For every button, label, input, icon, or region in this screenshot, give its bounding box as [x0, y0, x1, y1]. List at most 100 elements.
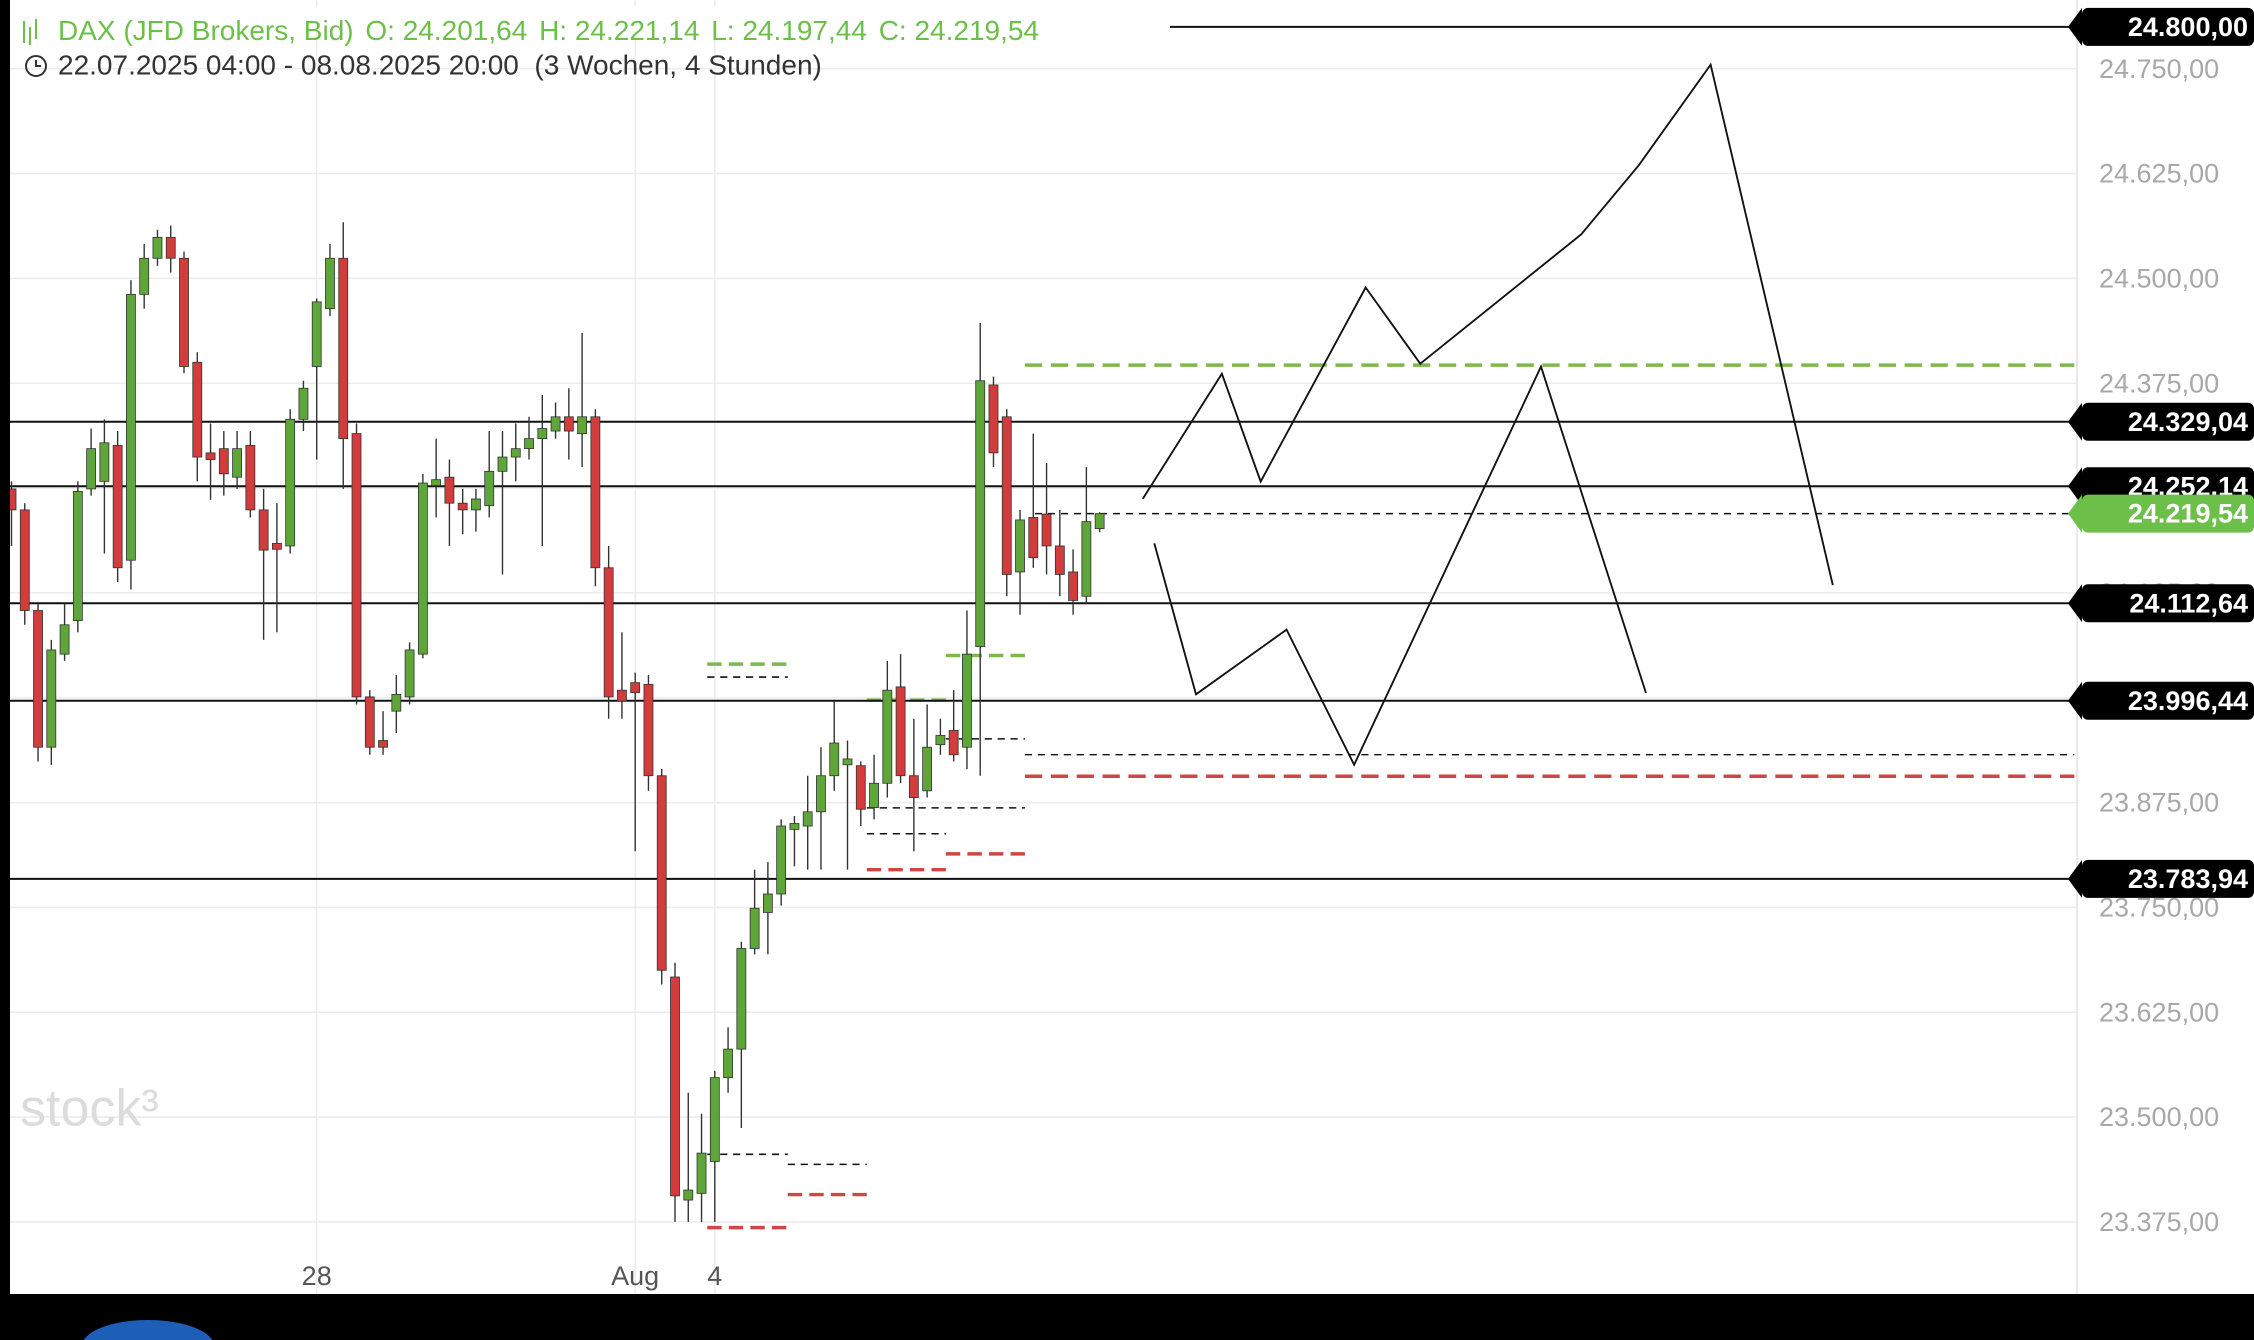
candle-body: [842, 758, 853, 766]
candle-body: [165, 236, 176, 259]
candle-body: [232, 448, 242, 478]
candle-layer: [6, 222, 1105, 1222]
x-tick-label: Aug: [611, 1261, 659, 1291]
candle-body: [816, 775, 826, 813]
candle-body: [1028, 517, 1039, 559]
y-tick-label: 23.875,00: [2099, 788, 2219, 818]
candle-body: [471, 498, 481, 511]
ohlc-label: O: 24.201,64: [365, 15, 527, 46]
candle-body: [908, 775, 919, 798]
candle-body: [497, 456, 508, 472]
price-tag-label: 24.219,54: [2128, 499, 2248, 529]
candle-body: [378, 740, 388, 748]
candle-body: [99, 442, 110, 482]
tag-layer: 24.800,0024.329,0424.252,1424.112,6423.9…: [2068, 7, 2254, 898]
drawn-path: [1153, 364, 1647, 767]
candle-body: [86, 448, 97, 490]
candle-body: [285, 418, 296, 547]
candle-body: [245, 444, 256, 511]
candle-body: [922, 746, 933, 792]
candle-body: [1068, 571, 1078, 601]
candle-body: [776, 825, 787, 895]
candle-body: [696, 1152, 707, 1194]
candle-body: [338, 257, 349, 440]
candle-body: [603, 567, 614, 698]
candle-body: [1054, 545, 1065, 575]
candle-body: [935, 735, 946, 746]
left-border: [0, 0, 10, 1340]
candle-body: [749, 907, 760, 949]
candle-body: [218, 448, 229, 475]
candle-body: [258, 509, 269, 551]
price-tag-arrow: [2068, 859, 2082, 898]
candle-body: [19, 509, 30, 611]
x-tick-label: 4: [707, 1261, 722, 1291]
price-tag: [2082, 681, 2254, 720]
candle-body: [882, 689, 893, 784]
price-tag-arrow: [2068, 467, 2082, 506]
candle-body: [962, 653, 972, 748]
ohlc-label: C: 24.219,54: [879, 15, 1039, 46]
app-button[interactable]: [82, 1320, 214, 1340]
price-tag-label: 24.112,64: [2129, 588, 2248, 618]
y-tick-label: 24.375,00: [2099, 368, 2219, 398]
candle-body: [484, 470, 495, 507]
candle-body: [152, 236, 163, 259]
candle-body: [33, 610, 43, 748]
candle-body: [563, 416, 574, 432]
candle-body: [617, 689, 627, 702]
chart-icon: [23, 19, 37, 45]
candle-body: [72, 491, 83, 621]
candle-body: [298, 387, 309, 420]
candle-body: [709, 1077, 720, 1162]
candle-body: [643, 683, 654, 777]
candle-body: [736, 948, 747, 1050]
candle-body: [46, 649, 57, 748]
candle-body: [630, 682, 641, 694]
candle-body: [1041, 513, 1052, 547]
price-tag: [2082, 584, 2254, 623]
candle-body: [431, 479, 442, 486]
candle-body: [975, 380, 986, 647]
chart-title: DAX (JFD Brokers, Bid): [58, 15, 354, 46]
candle-body: [1081, 521, 1092, 597]
price-tag: [2082, 494, 2254, 533]
candle-body: [656, 775, 667, 971]
candle-body: [670, 976, 680, 1197]
candle-body: [192, 361, 203, 458]
candle-body: [179, 257, 189, 367]
watermark: stock³: [20, 1080, 159, 1138]
candle-body: [457, 502, 468, 511]
candle-body: [1015, 519, 1025, 573]
candle-body: [112, 444, 123, 569]
candle-body: [311, 301, 322, 367]
candle-body: [59, 624, 70, 655]
level-layer: [10, 25, 2077, 880]
candle-body: [351, 433, 362, 698]
candle-body: [271, 543, 282, 550]
candle-body: [683, 1189, 694, 1201]
candle-body: [789, 823, 800, 830]
price-tag-arrow: [2068, 7, 2082, 46]
y-tick-label: 23.625,00: [2099, 997, 2219, 1027]
x-tick-label: 28: [302, 1261, 332, 1291]
candle-body: [988, 384, 999, 454]
candle-body: [404, 649, 415, 698]
candle-body: [829, 742, 840, 777]
price-tag: [2082, 7, 2254, 46]
candle-body: [444, 476, 455, 504]
candle-body: [590, 416, 601, 569]
candle-body: [205, 452, 216, 460]
chart-title-line: DAX (JFD Brokers, Bid) O: 24.201,64 H: 2…: [58, 15, 1039, 46]
price-tag-arrow: [2068, 494, 2082, 533]
candle-body: [1001, 416, 1012, 575]
price-tag-label: 23.996,44: [2128, 686, 2248, 716]
candle-body: [577, 416, 588, 434]
bottom-bar: [0, 1294, 2254, 1340]
grid-layer: 24.750,0024.625,0024.500,0024.375,0024.2…: [10, 0, 2219, 1294]
ohlc-label: L: 24.197,44: [711, 15, 867, 46]
candle-body: [895, 686, 906, 777]
candle-body: [1094, 513, 1105, 530]
short-levels: [707, 653, 1025, 1230]
